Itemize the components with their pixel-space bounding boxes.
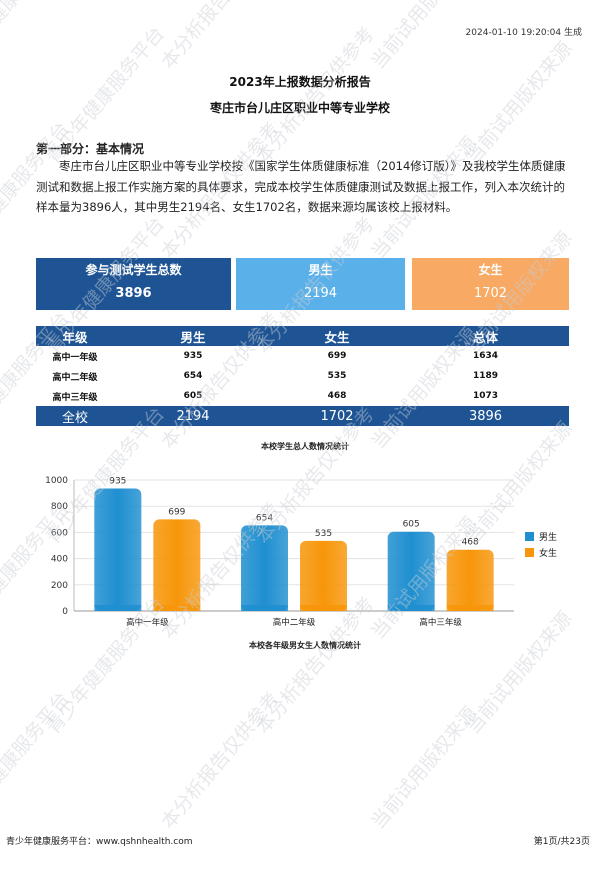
female-students-box: 女生 1702: [412, 258, 569, 310]
total-students-label: 参与测试学生总数: [85, 263, 182, 277]
male-students-label: 男生: [308, 263, 333, 277]
bar-base-female: [300, 605, 347, 611]
table-header-row: 年级 男生 女生 总体: [36, 326, 569, 346]
total-cell-label: 全校: [61, 410, 88, 426]
bar-male: [241, 525, 288, 611]
bar-base-male: [387, 605, 435, 611]
total-cell-overall: 3896: [468, 408, 503, 424]
grade-stats-table: 年级 男生 女生 总体 高中一年级 935 699 1634 高中二年级 654…: [36, 326, 569, 426]
table-total-row: 全校 2194 1702 3896: [36, 406, 569, 426]
legend-label-female: 女生: [539, 547, 557, 559]
y-tick-label: 600: [51, 528, 68, 538]
cell-male: 654: [183, 371, 203, 381]
col-header-female: 女生: [324, 329, 350, 345]
watermark-text: 本分析报告仅供参考: [157, 0, 284, 73]
female-students-value: 1702: [473, 286, 508, 301]
table-row: 高中一年级 935 699 1634: [36, 346, 569, 366]
watermark-text: 青少年健康服务平台: [0, 0, 74, 73]
watermark-text: 当前试用版权来源: [367, 703, 482, 834]
x-tick-label: 高中一年级: [126, 617, 169, 628]
bar-male: [94, 488, 142, 611]
bar-value-label: 535: [315, 529, 332, 539]
intro-paragraph: 枣庄市台儿庄区职业中等专业学校按《国家学生体质健康标准（2014修订版）》及我校…: [36, 159, 566, 214]
legend-swatch-female: [525, 548, 534, 557]
col-header-male: 男生: [180, 329, 206, 345]
y-tick-label: 800: [51, 502, 68, 512]
bar-female: [446, 549, 494, 611]
total-cell-male: 2194: [176, 408, 210, 424]
bar-male: [387, 531, 435, 611]
grade-gender-bar-chart: 本校学生总人数情况统计 0 200 400 600 800 1000 935 699 高中一年级 6…: [45, 441, 557, 650]
y-tick-label: 1000: [45, 476, 68, 486]
cell-male: 935: [183, 351, 203, 361]
bar-value-label: 699: [168, 507, 185, 517]
cell-female: 535: [327, 371, 347, 381]
bar-value-label: 654: [256, 513, 273, 523]
bar-value-label: 468: [462, 538, 479, 548]
bar-base-female: [153, 605, 201, 611]
bar-value-label: 935: [109, 477, 126, 487]
watermark-text: 青少年健康服务平台: [0, 688, 74, 833]
cell-female: 468: [327, 391, 347, 401]
table-row: 高中二年级 654 535 1189: [36, 366, 569, 386]
cell-overall: 1073: [472, 391, 499, 401]
cell-grade: 高中二年级: [52, 372, 98, 383]
chart-caption: 本校各年级男女生人数情况统计: [248, 640, 361, 650]
x-tick-label: 高中二年级: [273, 617, 316, 628]
bar-base-male: [241, 605, 288, 611]
cell-overall: 1634: [472, 351, 499, 361]
page-number: 第1页/共23页: [533, 837, 590, 847]
male-students-box: 男生 2194: [236, 258, 405, 310]
total-students-box: 参与测试学生总数 3896: [36, 258, 231, 310]
watermark-text: 本分析报告仅供参考: [252, 23, 379, 168]
cell-grade: 高中一年级: [52, 352, 98, 363]
legend-label-male: 男生: [539, 531, 557, 543]
male-students-value: 2194: [303, 286, 338, 301]
female-students-label: 女生: [478, 263, 503, 277]
bar-base-male: [94, 605, 142, 611]
bar-female: [153, 519, 201, 611]
col-header-overall: 总体: [472, 329, 498, 345]
total-cell-female: 1702: [320, 408, 354, 424]
cell-grade: 高中三年级: [52, 392, 98, 403]
section-heading: 第一部分：基本情况: [36, 142, 145, 156]
y-tick-label: 0: [62, 607, 68, 617]
legend-swatch-male: [525, 532, 534, 541]
cell-male: 605: [183, 391, 203, 401]
y-tick-label: 200: [51, 581, 68, 591]
school-name: 枣庄市台儿庄区职业中等专业学校: [209, 101, 390, 115]
bar-base-female: [446, 605, 494, 611]
bar-value-label: 605: [403, 520, 420, 530]
x-tick-label: 高中三年级: [419, 617, 462, 628]
chart-title: 本校学生总人数情况统计: [260, 441, 349, 451]
total-students-value: 3896: [115, 286, 152, 301]
watermark-text: 当前试用版权来源: [367, 0, 482, 73]
bar-female: [300, 540, 347, 611]
generated-timestamp: 2024-01-10 19:20:04 生成: [465, 28, 582, 38]
col-header-grade: 年级: [62, 329, 88, 345]
cell-overall: 1189: [472, 371, 499, 381]
report-title: 2023年上报数据分析报告: [229, 75, 371, 89]
watermark-text: 本分析报告仅供参考: [157, 688, 284, 833]
table-row: 高中三年级 605 468 1073: [36, 386, 569, 406]
cell-female: 699: [327, 351, 347, 361]
y-tick-label: 400: [51, 555, 68, 565]
footer-platform-url: 青少年健康服务平台：www.qshnhealth.com: [6, 837, 193, 847]
